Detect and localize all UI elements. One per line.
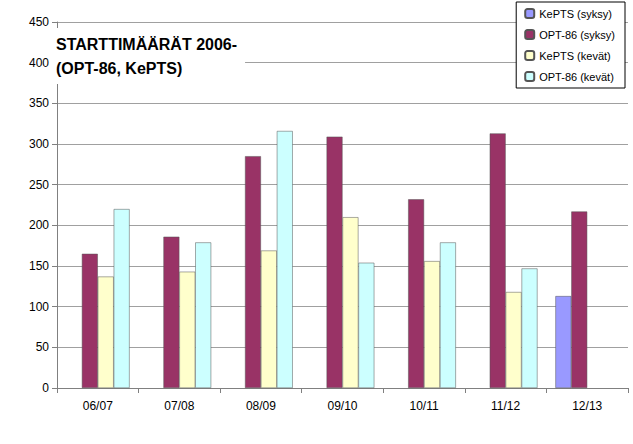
svg-text:OPT-86 (syksy): OPT-86 (syksy) xyxy=(539,29,615,41)
svg-text:150: 150 xyxy=(29,259,49,273)
svg-text:08/09: 08/09 xyxy=(246,399,276,413)
svg-text:12/13: 12/13 xyxy=(572,399,602,413)
svg-text:OPT-86 (kevät): OPT-86 (kevät) xyxy=(539,71,614,83)
svg-text:50: 50 xyxy=(36,340,50,354)
svg-text:450: 450 xyxy=(29,15,49,29)
svg-text:(OPT-86, KePTS): (OPT-86, KePTS) xyxy=(56,60,182,77)
svg-text:300: 300 xyxy=(29,137,49,151)
svg-text:11/12: 11/12 xyxy=(491,399,520,413)
svg-text:STARTTIMÄÄRÄT 2006-: STARTTIMÄÄRÄT 2006- xyxy=(56,36,237,53)
svg-text:200: 200 xyxy=(29,218,49,232)
svg-text:09/10: 09/10 xyxy=(327,399,357,413)
svg-text:350: 350 xyxy=(29,96,49,110)
svg-text:400: 400 xyxy=(29,56,49,70)
svg-text:100: 100 xyxy=(29,300,49,314)
svg-text:KePTS (syksy): KePTS (syksy) xyxy=(539,8,612,20)
svg-text:06/07: 06/07 xyxy=(83,399,113,413)
svg-text:07/08: 07/08 xyxy=(164,399,194,413)
svg-text:10/11: 10/11 xyxy=(410,399,439,413)
svg-text:KePTS (kevät): KePTS (kevät) xyxy=(539,50,611,62)
svg-text:0: 0 xyxy=(42,381,49,395)
svg-text:250: 250 xyxy=(29,178,49,192)
